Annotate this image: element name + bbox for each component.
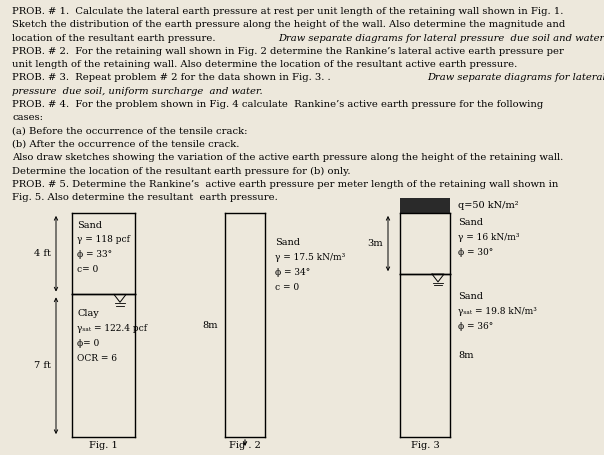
- Text: γₛₐₜ = 19.8 kN/m³: γₛₐₜ = 19.8 kN/m³: [458, 307, 537, 316]
- Text: PROB. # 2.  For the retaining wall shown in Fig. 2 determine the Rankine’s later: PROB. # 2. For the retaining wall shown …: [12, 47, 564, 56]
- Text: Sand: Sand: [275, 238, 300, 247]
- Text: PROB. # 1.  Calculate the lateral earth pressure at rest per unit length of the : PROB. # 1. Calculate the lateral earth p…: [12, 7, 564, 16]
- Text: Sand: Sand: [77, 221, 102, 230]
- Text: Sand: Sand: [458, 218, 483, 227]
- Text: Draw separate diagrams for lateral: Draw separate diagrams for lateral: [427, 74, 604, 82]
- Text: Fig. 1: Fig. 1: [89, 441, 118, 450]
- Text: Sand: Sand: [458, 292, 483, 301]
- Text: 3m: 3m: [367, 239, 383, 248]
- Text: location of the resultant earth pressure.: location of the resultant earth pressure…: [12, 34, 219, 43]
- Text: OCR = 6: OCR = 6: [77, 354, 117, 364]
- Text: ϕ = 34°: ϕ = 34°: [275, 268, 310, 277]
- Text: ϕ= 0: ϕ= 0: [77, 339, 99, 349]
- Text: cases:: cases:: [12, 113, 43, 122]
- Text: γ = 118 pcf: γ = 118 pcf: [77, 235, 130, 244]
- Text: Draw separate diagrams for lateral pressure  due soil and water.: Draw separate diagrams for lateral press…: [278, 34, 604, 43]
- Text: ϕ = 33°: ϕ = 33°: [77, 250, 112, 259]
- Text: PROB. # 5. Determine the Rankine’s  active earth pressure per meter length of th: PROB. # 5. Determine the Rankine’s activ…: [12, 180, 558, 189]
- Text: 8m: 8m: [202, 320, 218, 329]
- Text: 8m: 8m: [458, 351, 474, 360]
- Text: 7 ft: 7 ft: [34, 361, 51, 370]
- Bar: [400, 198, 450, 213]
- Text: Also draw sketches showing the variation of the active earth pressure along the : Also draw sketches showing the variation…: [12, 153, 564, 162]
- Text: γₛₐₜ = 122.4 pcf: γₛₐₜ = 122.4 pcf: [77, 324, 147, 334]
- Text: q=50 kN/m²: q=50 kN/m²: [458, 201, 518, 210]
- Text: 4 ft: 4 ft: [34, 249, 51, 258]
- Text: unit length of the retaining wall. Also determine the location of the resultant : unit length of the retaining wall. Also …: [12, 60, 517, 69]
- Text: PROB. # 4.  For the problem shown in Fig. 4 calculate  Rankine’s active earth pr: PROB. # 4. For the problem shown in Fig.…: [12, 100, 543, 109]
- Text: Fig. 5. Also determine the resultant  earth pressure.: Fig. 5. Also determine the resultant ear…: [12, 193, 278, 202]
- Text: pressure  due soil, uniform surcharge  and water.: pressure due soil, uniform surcharge and…: [12, 87, 263, 96]
- Text: (a) Before the occurrence of the tensile crack:: (a) Before the occurrence of the tensile…: [12, 126, 248, 136]
- Text: c = 0: c = 0: [275, 283, 299, 292]
- Text: c= 0: c= 0: [77, 265, 98, 274]
- Text: Fig. 3: Fig. 3: [411, 441, 439, 450]
- Text: ϕ = 30°: ϕ = 30°: [458, 248, 493, 257]
- Text: Sketch the distribution of the earth pressure along the height of the wall. Also: Sketch the distribution of the earth pre…: [12, 20, 565, 29]
- Text: PROB. # 3.  Repeat problem # 2 for the data shown in Fig. 3. .: PROB. # 3. Repeat problem # 2 for the da…: [12, 74, 334, 82]
- Text: Fig . 2: Fig . 2: [229, 441, 261, 450]
- Text: ϕ = 36°: ϕ = 36°: [458, 322, 493, 331]
- Text: (b) After the occurrence of the tensile crack.: (b) After the occurrence of the tensile …: [12, 140, 239, 149]
- Text: Clay: Clay: [77, 309, 98, 318]
- Text: γ = 17.5 kN/m³: γ = 17.5 kN/m³: [275, 253, 345, 262]
- Text: Determine the location of the resultant earth pressure for (b) only.: Determine the location of the resultant …: [12, 167, 350, 176]
- Text: γ = 16 kN/m³: γ = 16 kN/m³: [458, 233, 519, 242]
